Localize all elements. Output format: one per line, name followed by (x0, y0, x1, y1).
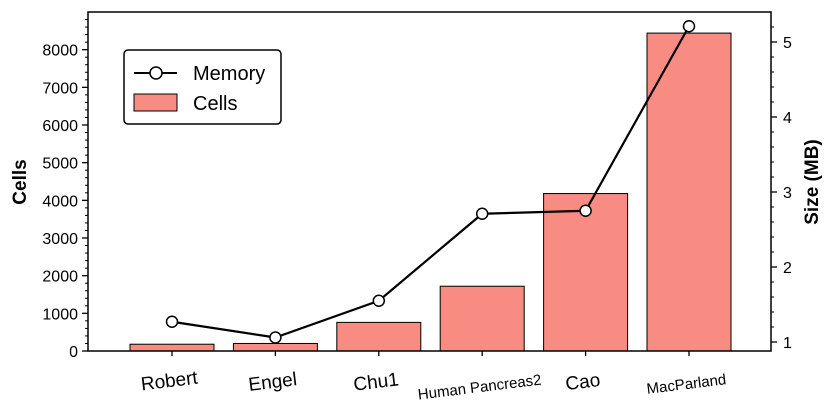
memory-point-macparland (682, 20, 696, 33)
x-tick-label-chu1: Chu1 (352, 369, 400, 395)
axes-layer (87, 11, 772, 352)
y2-tick-label: 5 (783, 35, 792, 52)
bars-layer (129, 32, 732, 352)
bar-engel (232, 342, 318, 352)
memory-point-human-pancreas2 (475, 207, 489, 220)
plot-frame (87, 11, 772, 352)
memory-line (171, 25, 690, 339)
y-tick-label: 8000 (42, 43, 78, 60)
y2-tick-label: 2 (783, 260, 792, 277)
memory-line-layer (165, 20, 696, 344)
y2-tick-label: 4 (783, 110, 792, 127)
y-axis-title-right: Size (MB) (802, 139, 823, 225)
y-tick-label: 4000 (42, 193, 78, 210)
y-tick-label: 6000 (42, 118, 78, 135)
y-tick-label: 5000 (42, 156, 78, 173)
x-tick-label-engel: Engel (247, 369, 298, 396)
x-tick-label-human-pancreas2: Human Pancreas2 (417, 372, 542, 404)
x-tick-label-cao: Cao (564, 370, 601, 395)
y-tick-label: 1000 (42, 306, 78, 323)
y-tick-label: 2000 (42, 269, 78, 286)
y-tick-label: 7000 (42, 80, 78, 97)
bar-chu1 (336, 321, 422, 352)
memory-point-cao (579, 204, 592, 217)
memory-point-engel (269, 331, 282, 344)
y-tick-label: 0 (69, 344, 78, 361)
legend-cells-swatch (133, 93, 178, 112)
memory-point-chu1 (372, 294, 386, 307)
legend-cells-label: Cells (193, 93, 237, 115)
y2-tick-label: 1 (783, 335, 792, 352)
x-tick-label-macparland: MacParland (646, 371, 728, 398)
y-axis-title-left: Cells (10, 159, 31, 204)
bar-cao (543, 193, 629, 352)
x-tick-label-robert: Robert (140, 368, 200, 396)
legend: Memory Cells (123, 49, 282, 125)
y2-tick-label: 3 (783, 185, 792, 202)
bar-macparland (646, 32, 732, 352)
legend-memory-label: Memory (193, 63, 265, 85)
y-tick-label: 3000 (42, 231, 78, 248)
bar-human-pancreas2 (439, 285, 525, 352)
memory-point-robert (165, 315, 179, 328)
legend-memory-marker (149, 66, 163, 80)
bar-robert (129, 343, 215, 352)
